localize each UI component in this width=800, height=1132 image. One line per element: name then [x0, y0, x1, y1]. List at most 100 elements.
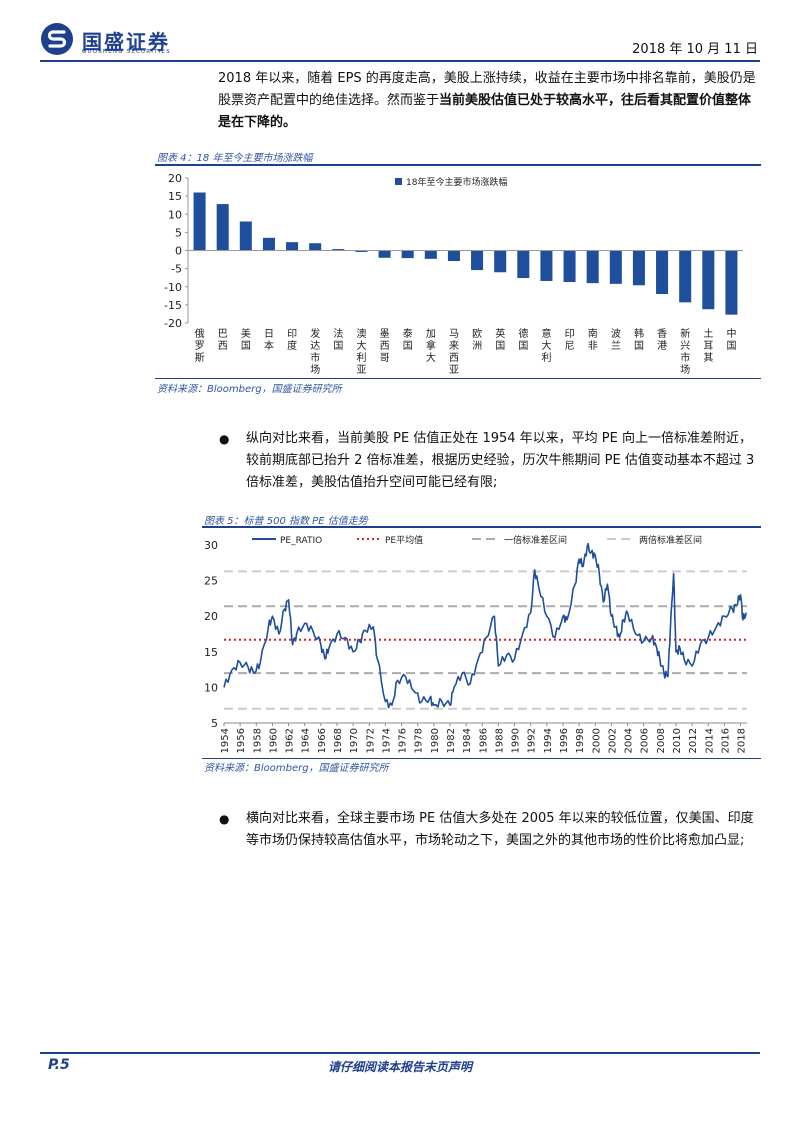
bullet-dot-icon: ● — [219, 812, 230, 826]
x-tick-label: 2018 — [737, 728, 748, 753]
x-tick-label: 1980 — [430, 728, 441, 753]
x-tick-label: 2002 — [607, 728, 618, 753]
x-tick-label: 2014 — [704, 728, 715, 753]
figure5-bottom-rule — [202, 758, 761, 759]
bar — [517, 250, 530, 279]
category-label: 马来西亚 — [449, 328, 459, 376]
category-label: 墨西哥 — [380, 328, 390, 364]
category-label: 巴西 — [218, 328, 228, 352]
category-label: 英国 — [495, 327, 505, 352]
bar — [725, 250, 738, 315]
category-label: 香港 — [657, 328, 667, 352]
x-tick-label: 1966 — [317, 728, 328, 753]
category-label: 欧洲 — [472, 328, 482, 352]
x-tick-label: 1982 — [446, 728, 457, 753]
x-tick-label: 1954 — [220, 728, 231, 753]
x-tick-label: 1962 — [285, 728, 296, 753]
y-tick-label: -5 — [171, 263, 182, 276]
bullet-dot-icon: ● — [219, 432, 230, 446]
category-label: 新兴市场 — [680, 327, 690, 376]
category-label: 印度 — [287, 328, 297, 352]
x-tick-label: 2016 — [720, 728, 731, 753]
category-label: 意大利 — [541, 327, 551, 364]
bar — [447, 250, 460, 262]
bar — [471, 250, 484, 271]
x-tick-label: 2006 — [640, 728, 651, 753]
figure4-bottom-rule — [155, 378, 761, 379]
x-tick-label: 2004 — [624, 728, 635, 753]
x-tick-label: 1984 — [462, 728, 473, 753]
intro-bold-text: 当前美股估值已处于较高水平，往后看其配置价值整体是在下降的。 — [218, 93, 752, 130]
bar — [239, 221, 252, 251]
legend-swatch — [395, 178, 402, 185]
intro-text: 2018 年以来，随着 EPS 的再度走高，美股上涨持续，收益在主要市场中排名靠… — [218, 71, 756, 108]
y-tick-label: 20 — [168, 172, 182, 185]
bar — [679, 250, 692, 303]
x-tick-label: 1956 — [236, 728, 247, 753]
y-tick-label: 5 — [211, 717, 218, 730]
category-label: 日本 — [264, 329, 274, 352]
y-tick-label: -10 — [164, 281, 182, 294]
figure5-source: 资料来源：Bloomberg，国盛证券研究所 — [204, 763, 389, 774]
x-tick-label: 1992 — [527, 728, 538, 753]
bar — [586, 250, 599, 284]
bar — [494, 250, 507, 273]
bar — [609, 250, 622, 284]
figure5-top-rule — [202, 526, 761, 528]
figure5-title: 图表 5：标普 500 指数 PE 估值走势 — [204, 516, 368, 527]
header-divider — [40, 60, 760, 62]
x-tick-label: 1976 — [398, 728, 409, 753]
x-tick-label: 2010 — [672, 728, 683, 753]
bar — [262, 237, 275, 251]
category-label: 土耳其 — [703, 327, 713, 364]
x-tick-label: 1998 — [575, 728, 586, 753]
category-label: 中国 — [726, 327, 736, 352]
x-tick-label: 2008 — [656, 728, 667, 753]
category-label: 德国 — [518, 327, 528, 352]
report-date: 2018 年 10 月 11 日 — [632, 42, 758, 57]
y-tick-label: 30 — [204, 539, 218, 552]
y-tick-label: 20 — [204, 610, 218, 623]
category-label: 加拿大 — [426, 328, 436, 364]
y-tick-label: 0 — [175, 245, 182, 258]
x-tick-label: 1972 — [365, 728, 376, 753]
bar — [540, 250, 553, 281]
y-tick-label: 25 — [204, 575, 218, 588]
x-tick-label: 1960 — [268, 728, 279, 753]
legend-label: 两倍标准差区间 — [639, 534, 702, 546]
legend-label: 18年至今主要市场涨跌幅 — [406, 176, 507, 188]
bar — [401, 250, 414, 259]
bar — [702, 250, 715, 310]
x-tick-label: 2000 — [591, 728, 602, 753]
bar — [656, 250, 669, 294]
legend-label: PE_RATIO — [280, 536, 322, 546]
category-label: 澳大利亚 — [356, 327, 366, 376]
y-tick-label: 15 — [204, 646, 218, 659]
y-tick-label: -20 — [164, 317, 182, 330]
bar — [563, 250, 576, 283]
category-label: 发达市场 — [310, 327, 320, 376]
page-number: P.5 — [48, 1057, 70, 1073]
bar — [378, 250, 391, 258]
footer-disclaimer: 请仔细阅读本报告末页声明 — [327, 1060, 472, 1074]
logo-mark-icon — [41, 23, 73, 55]
x-tick-label: 1978 — [414, 728, 425, 753]
bar — [355, 250, 368, 252]
bar — [309, 243, 322, 251]
x-tick-label: 1990 — [511, 728, 522, 753]
figure4-title: 图表 4：18 年至今主要市场涨跌幅 — [157, 153, 313, 164]
category-label: 泰国 — [403, 327, 413, 352]
bar — [286, 242, 299, 251]
x-tick-label: 1996 — [559, 728, 570, 753]
y-tick-label: -15 — [164, 299, 182, 312]
x-tick-label: 1986 — [478, 728, 489, 753]
legend-label: 一倍标准差区间 — [504, 534, 567, 546]
pe-ratio-series-line — [223, 542, 747, 709]
x-tick-label: 1968 — [333, 728, 344, 753]
category-label: 俄罗斯 — [195, 328, 205, 364]
legend-label: PE平均值 — [385, 534, 423, 546]
category-label: 美国 — [241, 327, 251, 352]
logo-subtitle: GUOSHENG SECURITIES — [82, 49, 171, 55]
